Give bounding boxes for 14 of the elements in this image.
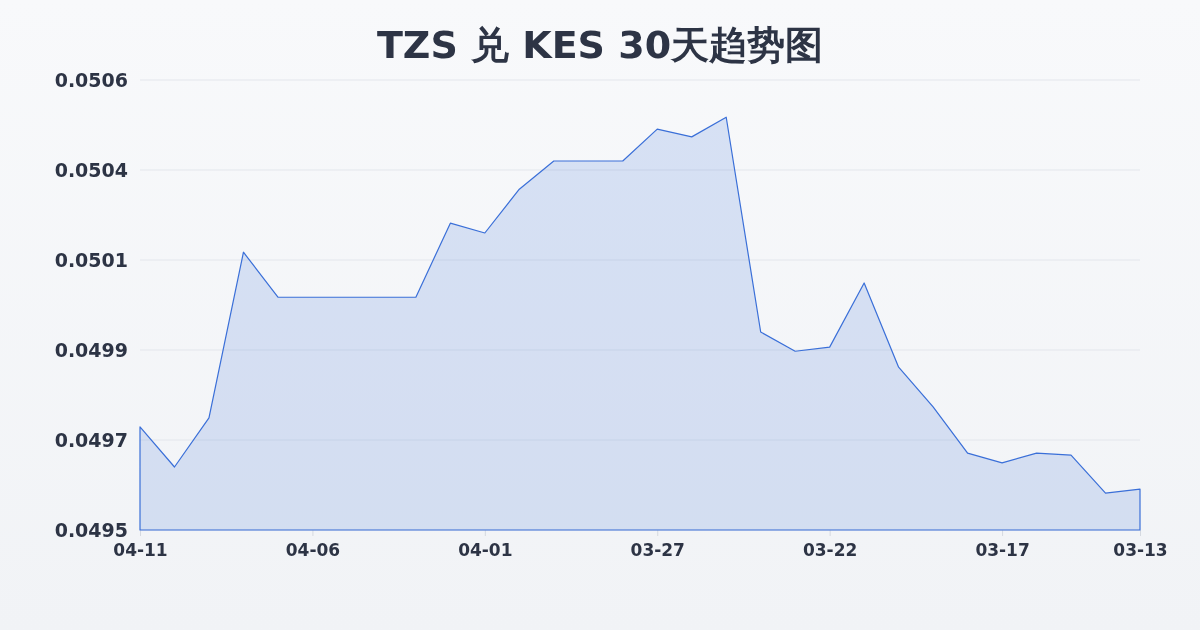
x-tick-label: 04-01 [458, 540, 513, 561]
y-tick-label: 0.0501 [54, 248, 128, 271]
y-tick-label: 0.0495 [54, 518, 128, 541]
y-tick-label: 0.0504 [54, 158, 128, 181]
x-tick-label: 03-13 [1113, 540, 1168, 561]
x-tick-label: 04-11 [113, 540, 168, 561]
y-tick-label: 0.0497 [54, 428, 128, 451]
y-tick-label: 0.0499 [54, 338, 128, 361]
x-tick-label: 03-17 [975, 540, 1030, 561]
x-tick-label: 04-06 [285, 540, 341, 561]
chart-title: TZS 兑 KES 30天趋势图 [376, 23, 824, 67]
y-tick-label: 0.0506 [54, 68, 128, 91]
x-tick-label: 03-27 [630, 540, 685, 561]
x-tick-label: 03-22 [802, 540, 858, 561]
